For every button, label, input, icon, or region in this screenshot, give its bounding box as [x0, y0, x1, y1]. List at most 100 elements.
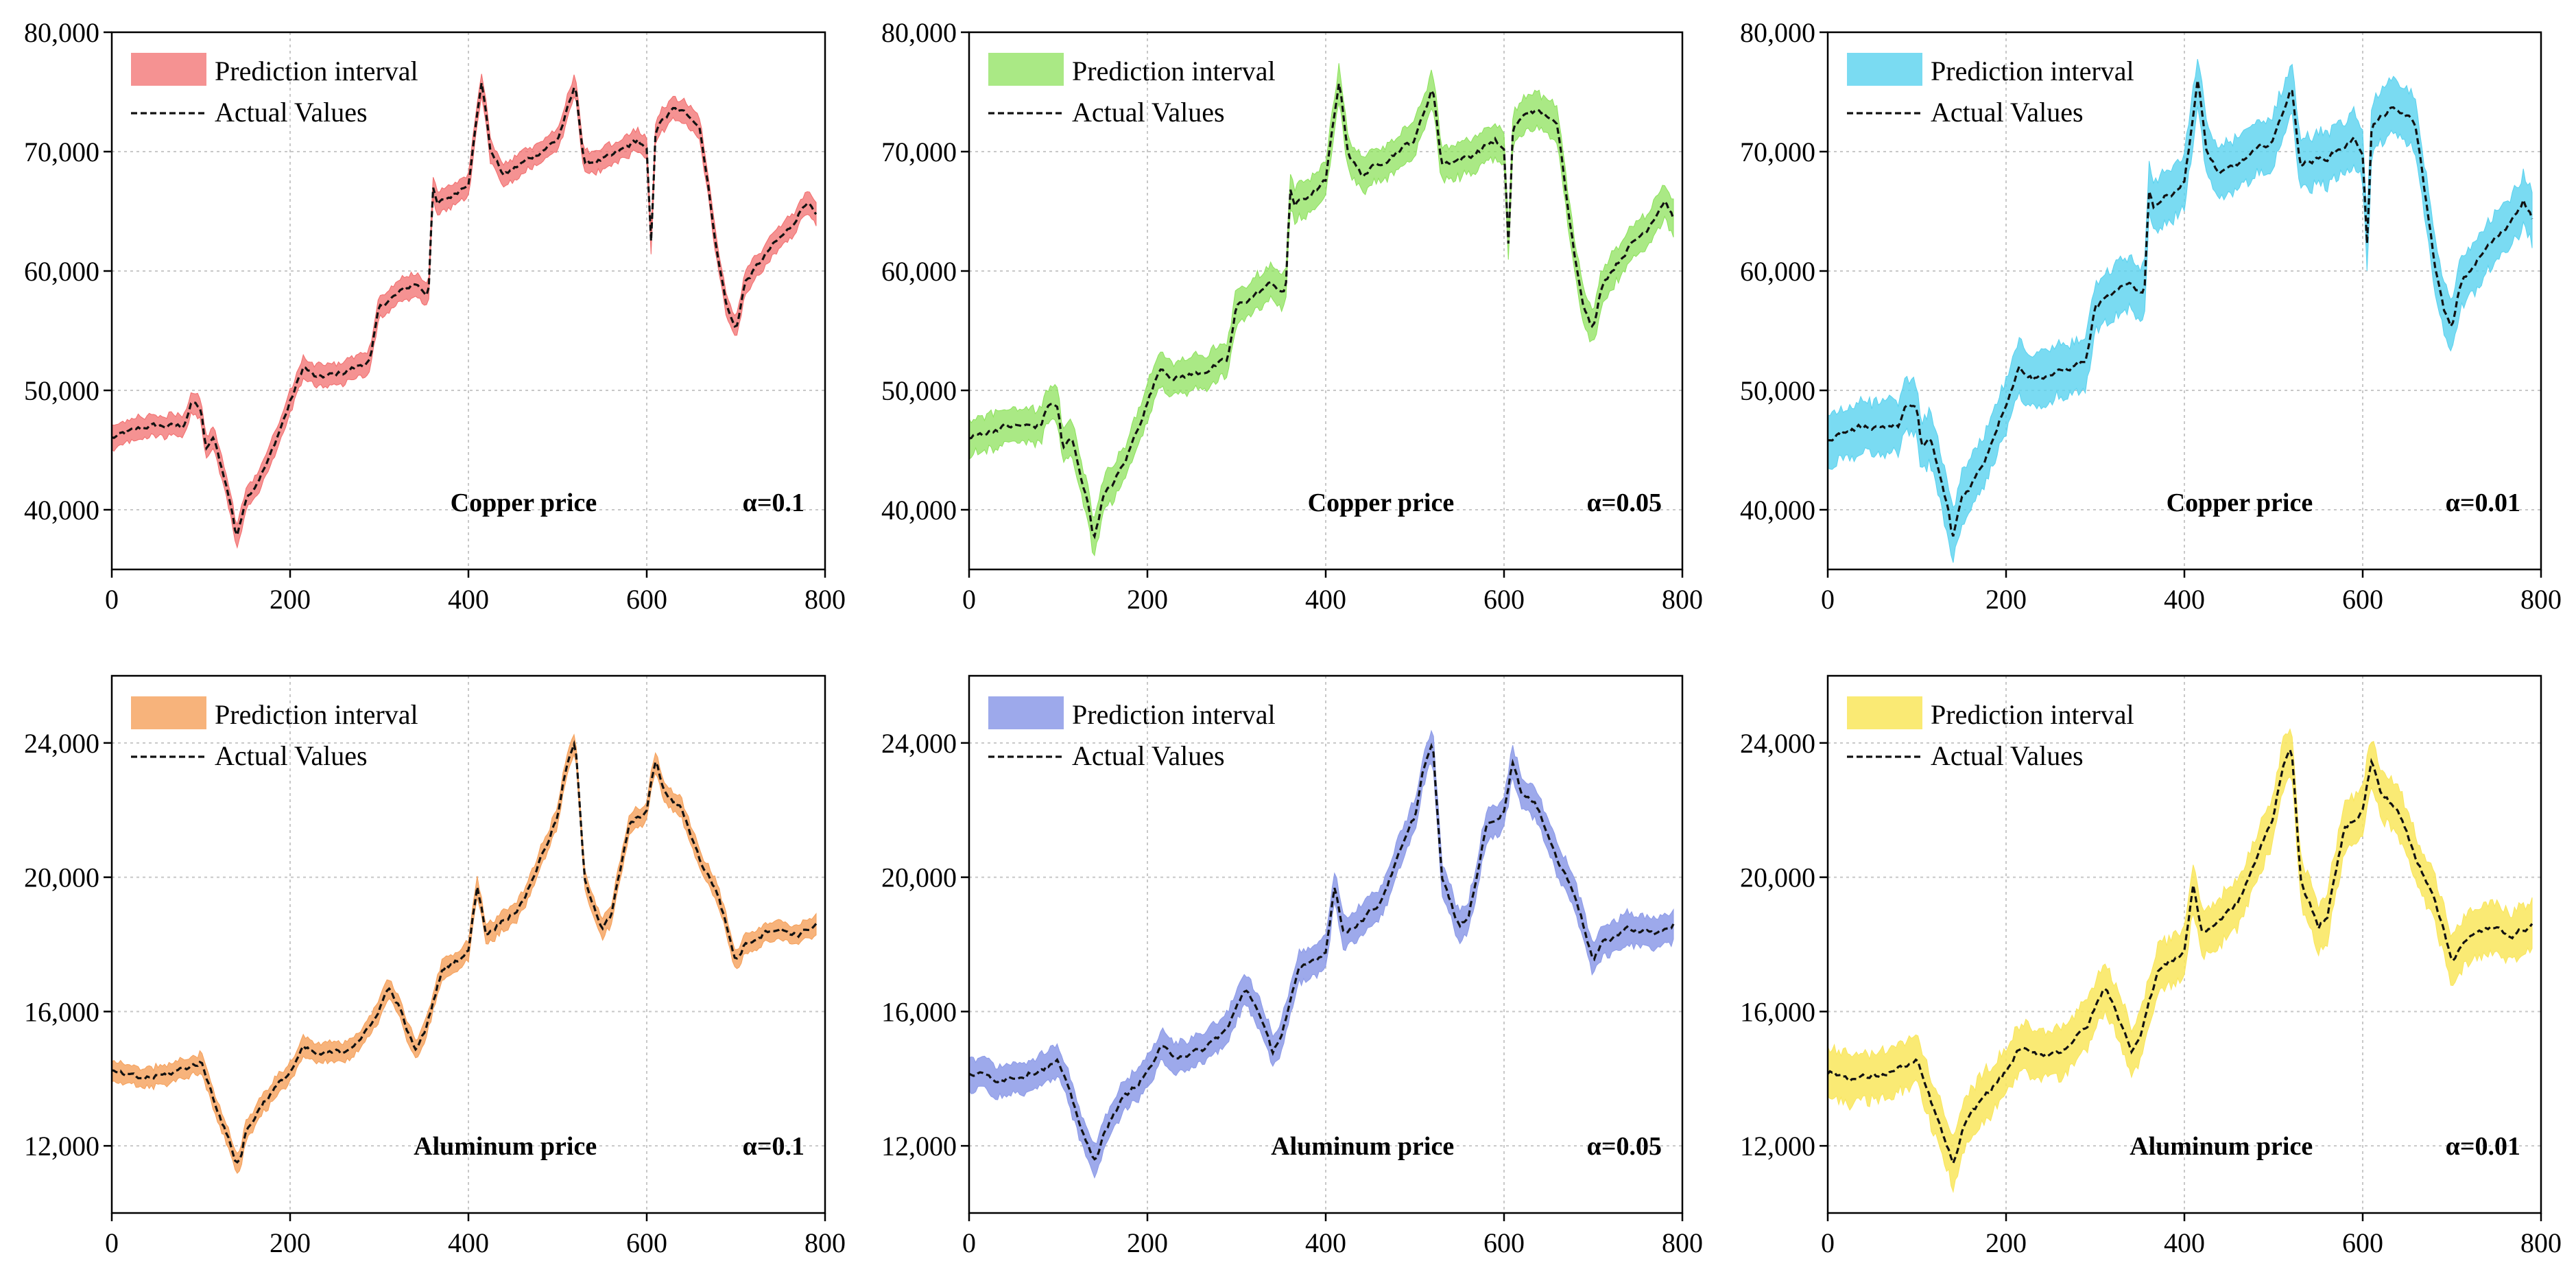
- y-tick-label: 50,000: [24, 375, 99, 406]
- x-tick-label: 200: [1127, 1227, 1168, 1258]
- legend-band-swatch: [1847, 696, 1922, 729]
- actual-values-line: [968, 83, 1675, 540]
- y-tick-label: 20,000: [1740, 862, 1815, 893]
- y-tick-label: 12,000: [1740, 1131, 1815, 1162]
- legend-band-swatch: [1847, 53, 1922, 86]
- x-tick-label: 0: [1821, 1227, 1835, 1258]
- legend-label-prediction-interval: Prediction interval: [1931, 56, 2134, 86]
- alpha-annotation: α=0.01: [2446, 488, 2520, 517]
- x-tick-label: 200: [1127, 584, 1168, 615]
- x-tick-label: 600: [2342, 1227, 2383, 1258]
- legend-label-actual-values: Actual Values: [1931, 740, 2084, 771]
- x-tick-label: 0: [962, 584, 976, 615]
- legend-label-prediction-interval: Prediction interval: [215, 56, 418, 86]
- alpha-annotation: α=0.05: [1587, 1132, 1662, 1161]
- x-tick-label: 200: [1985, 584, 2027, 615]
- commodity-annotation: Aluminum price: [414, 1132, 597, 1161]
- y-tick-label: 70,000: [1740, 137, 1815, 167]
- x-tick-label: 800: [1662, 1227, 1703, 1258]
- y-tick-label: 80,000: [881, 17, 957, 48]
- x-tick-label: 0: [1821, 584, 1835, 615]
- legend: Prediction interval Actual Values: [988, 53, 1276, 128]
- y-tick-label: 80,000: [1740, 17, 1815, 48]
- y-tick-label: 24,000: [1740, 728, 1815, 759]
- chart-panel-5: 0 200 400 600 800 12,000 16,000 20,000 24,000 Pre…: [881, 674, 1703, 1258]
- chart-panel-2: 0 200 400 600 800 40,000 50,000 60,000 70,000 80,…: [881, 17, 1703, 615]
- x-tick-label: 600: [1483, 584, 1525, 615]
- y-tick-label: 12,000: [24, 1131, 99, 1162]
- legend-label-actual-values: Actual Values: [1931, 97, 2084, 128]
- y-tick-label: 70,000: [24, 137, 99, 167]
- legend: Prediction interval Actual Values: [131, 53, 418, 128]
- prediction-interval-band: [1827, 728, 2533, 1194]
- actual-values-line: [1827, 80, 2533, 537]
- actual-values-line: [111, 82, 818, 539]
- y-tick-label: 40,000: [1740, 495, 1815, 526]
- commodity-annotation: Aluminum price: [1271, 1132, 1454, 1161]
- commodity-annotation: Copper price: [1308, 488, 1455, 517]
- y-tick-label: 12,000: [881, 1131, 957, 1162]
- x-tick-label: 0: [962, 1227, 976, 1258]
- y-tick-label: 80,000: [24, 17, 99, 48]
- x-tick-label: 800: [804, 1227, 846, 1258]
- legend-label-actual-values: Actual Values: [1072, 740, 1225, 771]
- y-tick-label: 40,000: [881, 495, 957, 526]
- legend-label-actual-values: Actual Values: [215, 97, 368, 128]
- legend: Prediction interval Actual Values: [1847, 696, 2134, 771]
- prediction-interval-band: [968, 729, 1674, 1179]
- alpha-annotation: α=0.01: [2446, 1132, 2520, 1161]
- legend: Prediction interval Actual Values: [988, 696, 1276, 771]
- legend-label-actual-values: Actual Values: [1072, 97, 1225, 128]
- y-tick-label: 20,000: [24, 862, 99, 893]
- legend-band-swatch: [131, 53, 206, 86]
- legend-band-swatch: [988, 696, 1064, 729]
- legend: Prediction interval Actual Values: [131, 696, 418, 771]
- y-tick-label: 60,000: [24, 256, 99, 287]
- x-tick-label: 400: [1305, 584, 1346, 615]
- x-tick-label: 800: [804, 584, 846, 615]
- y-tick-label: 24,000: [24, 728, 99, 759]
- x-tick-label: 400: [448, 584, 489, 615]
- legend-band-swatch: [131, 696, 206, 729]
- chart-panel-1: 0 200 400 600 800 40,000 50,000 60,000 70,000 80,…: [24, 17, 846, 615]
- alpha-annotation: α=0.1: [743, 488, 804, 517]
- y-tick-label: 40,000: [24, 495, 99, 526]
- alpha-annotation: α=0.1: [743, 1132, 804, 1161]
- y-tick-label: 16,000: [1740, 996, 1815, 1027]
- x-tick-label: 600: [1483, 1227, 1525, 1258]
- y-tick-label: 24,000: [881, 728, 957, 759]
- legend-label-actual-values: Actual Values: [215, 740, 368, 771]
- x-tick-label: 600: [2342, 584, 2383, 615]
- commodity-annotation: Copper price: [2167, 488, 2313, 517]
- prediction-interval-band: [111, 73, 817, 550]
- x-tick-label: 400: [2164, 584, 2205, 615]
- legend-band-swatch: [988, 53, 1064, 86]
- legend-label-prediction-interval: Prediction interval: [1072, 56, 1276, 86]
- y-tick-label: 60,000: [881, 256, 957, 287]
- y-tick-label: 20,000: [881, 862, 957, 893]
- legend: Prediction interval Actual Values: [1847, 53, 2134, 128]
- x-tick-label: 800: [1662, 584, 1703, 615]
- x-tick-label: 200: [1985, 1227, 2027, 1258]
- y-tick-label: 70,000: [881, 137, 957, 167]
- x-tick-label: 200: [270, 1227, 311, 1258]
- actual-values-line: [111, 740, 818, 1164]
- prediction-interval-band: [968, 63, 1674, 556]
- x-tick-label: 600: [626, 584, 667, 615]
- actual-values-line: [1826, 746, 2533, 1166]
- y-tick-label: 16,000: [881, 996, 957, 1027]
- legend-label-prediction-interval: Prediction interval: [215, 699, 418, 730]
- x-tick-label: 400: [2164, 1227, 2205, 1258]
- x-tick-label: 0: [105, 584, 119, 615]
- alpha-annotation: α=0.05: [1587, 488, 1662, 517]
- prediction-interval-band: [111, 733, 817, 1175]
- prediction-interval-band: [1827, 58, 2533, 563]
- x-tick-label: 600: [626, 1227, 667, 1258]
- x-tick-label: 200: [270, 584, 311, 615]
- chart-panel-3: 0 200 400 600 800 40,000 50,000 60,000 70,000 80,…: [1740, 17, 2562, 615]
- y-tick-label: 60,000: [1740, 256, 1815, 287]
- x-tick-label: 800: [2520, 1227, 2562, 1258]
- x-tick-label: 0: [105, 1227, 119, 1258]
- y-tick-label: 50,000: [881, 375, 957, 406]
